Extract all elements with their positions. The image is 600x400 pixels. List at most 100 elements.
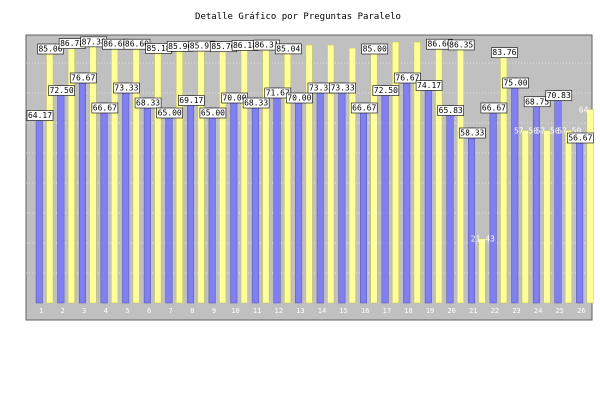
x-tick-label: 7 bbox=[169, 307, 173, 315]
x-tick-label: 17 bbox=[383, 307, 391, 315]
data-label-b: 83.76 bbox=[491, 47, 518, 59]
data-label-text: 65.83 bbox=[439, 106, 463, 115]
data-label-text: 85.04 bbox=[276, 44, 300, 53]
bar-series-a bbox=[403, 72, 411, 304]
data-label-b: 85.00 bbox=[37, 43, 64, 55]
bar-series-a bbox=[468, 127, 476, 304]
data-label-text: 57.50 bbox=[514, 127, 538, 136]
data-label-box bbox=[48, 85, 75, 96]
data-label-a: 68.33 bbox=[134, 97, 162, 109]
data-label-text: 68.33 bbox=[136, 99, 160, 108]
data-label-box bbox=[459, 127, 486, 139]
data-label-box bbox=[242, 97, 270, 109]
data-label-a: 72.50 bbox=[48, 85, 75, 96]
bar-series-b bbox=[413, 41, 421, 304]
y-tick-label: 40 bbox=[8, 180, 16, 188]
bar-series-b bbox=[284, 47, 292, 304]
bar-series-b bbox=[111, 42, 119, 304]
data-label-a: 68.33 bbox=[242, 97, 270, 109]
data-label-text: 64.17 bbox=[28, 111, 52, 120]
x-tick-label: 12 bbox=[275, 307, 283, 315]
data-label-a: 65.83 bbox=[437, 105, 464, 116]
data-label-text: 58.33 bbox=[460, 129, 484, 138]
data-label-box bbox=[415, 80, 443, 91]
bar-series-a bbox=[251, 97, 259, 304]
bar-series-a bbox=[208, 107, 216, 304]
data-label-box bbox=[274, 43, 302, 55]
bar-series-a bbox=[424, 80, 432, 304]
data-label-text: 85.00 bbox=[38, 45, 62, 54]
data-label-text: 64.52 bbox=[579, 105, 600, 114]
data-label-box bbox=[437, 105, 464, 116]
data-label-text: 85.18 bbox=[147, 44, 171, 53]
data-label-text: 68.75 bbox=[525, 97, 549, 106]
bar-series-b bbox=[586, 109, 594, 304]
data-label-text: 21.43 bbox=[471, 235, 495, 244]
data-label-text: 86.31 bbox=[255, 41, 279, 50]
bar-series-a bbox=[381, 85, 389, 304]
data-label-a: 69.17 bbox=[178, 95, 205, 106]
data-label-a: 56.67 bbox=[567, 132, 594, 144]
data-label-b: 85.04 bbox=[274, 43, 302, 55]
data-label-a: 64.17 bbox=[26, 110, 54, 121]
data-label-text: 85.00 bbox=[363, 45, 387, 54]
data-label-text: 73.33 bbox=[331, 84, 355, 93]
data-label-text: 65.00 bbox=[201, 109, 225, 118]
data-label-text: 86.60 bbox=[428, 40, 452, 49]
bar-series-a bbox=[165, 107, 173, 304]
x-tick-label: 25 bbox=[556, 307, 564, 315]
x-tick-label: 16 bbox=[361, 307, 369, 315]
data-label-a: 72.50 bbox=[372, 85, 400, 96]
x-tick-label: 2 bbox=[61, 307, 65, 315]
bar-series-a bbox=[230, 92, 238, 304]
data-label-a: 70.00 bbox=[286, 92, 313, 104]
bar-series-a bbox=[57, 85, 65, 304]
data-label-box bbox=[523, 96, 551, 108]
data-label-box bbox=[329, 82, 356, 94]
data-label-text: 73.33 bbox=[309, 84, 333, 93]
bar-series-b bbox=[500, 51, 508, 304]
data-label-text: 85.90 bbox=[168, 42, 192, 51]
data-label-b: 57.50 bbox=[536, 127, 560, 136]
data-label-text: 76.67 bbox=[395, 73, 419, 82]
data-label-text: 86.35 bbox=[449, 40, 473, 49]
data-label-text: 86.78 bbox=[60, 39, 84, 48]
data-label-a: 70.83 bbox=[545, 90, 573, 101]
data-label-a: 65.00 bbox=[199, 107, 227, 119]
x-tick-label: 1 bbox=[39, 307, 43, 315]
bar-series-a bbox=[187, 95, 195, 304]
y-tick-label: 50 bbox=[8, 150, 16, 158]
data-label-text: 70.83 bbox=[547, 91, 571, 100]
data-label-a: 74.17 bbox=[415, 80, 443, 91]
bar-series-a bbox=[78, 72, 86, 304]
y-tick-label: 60 bbox=[8, 120, 16, 128]
y-tick-label: 10 bbox=[8, 270, 16, 278]
data-label-box bbox=[286, 92, 313, 104]
data-label-b: 85.00 bbox=[361, 43, 389, 55]
x-tick-label: 4 bbox=[104, 307, 108, 315]
bar-series-a bbox=[143, 97, 151, 304]
data-label-a: 75.00 bbox=[502, 77, 529, 89]
bar-series-a bbox=[338, 82, 346, 304]
data-label-box bbox=[545, 90, 573, 101]
data-label-box bbox=[134, 97, 162, 109]
bar-series-b bbox=[262, 43, 270, 304]
data-label-box bbox=[37, 43, 64, 55]
y-tick-label: 30 bbox=[8, 210, 16, 218]
data-label-text: 83.76 bbox=[492, 48, 516, 57]
bar-series-a bbox=[100, 102, 108, 304]
bar-series-a bbox=[446, 105, 454, 304]
data-label-text: 71.67 bbox=[266, 88, 290, 97]
data-label-box bbox=[372, 85, 400, 96]
data-label-box bbox=[480, 102, 508, 114]
x-tick-label: 10 bbox=[231, 307, 239, 315]
bar-series-a bbox=[122, 82, 130, 304]
data-label-a: 58.33 bbox=[459, 127, 486, 139]
data-label-text: 66.67 bbox=[352, 103, 376, 112]
x-tick-label: 13 bbox=[296, 307, 304, 315]
data-label-a: 65.00 bbox=[156, 107, 183, 119]
bars bbox=[35, 40, 594, 304]
data-label-text: 86.18 bbox=[233, 41, 257, 50]
data-label-text: 57.50 bbox=[557, 127, 581, 136]
data-label-a: 66.67 bbox=[91, 102, 119, 114]
